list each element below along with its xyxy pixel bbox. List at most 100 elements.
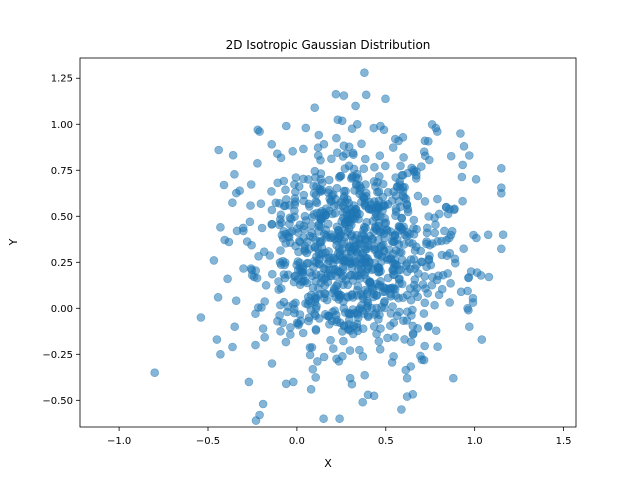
scatter-point: [251, 340, 260, 350]
scatter-point: [276, 260, 286, 270]
scatter-point: [471, 175, 481, 184]
scatter-point: [230, 322, 239, 332]
scatter-point: [350, 214, 360, 224]
scatter-point: [235, 186, 244, 195]
scatter-point: [315, 290, 325, 299]
scatter-point: [456, 129, 465, 138]
scatter-point: [369, 123, 379, 133]
scatter-point: [377, 302, 386, 312]
scatter-point: [360, 370, 370, 380]
scatter-point: [259, 247, 269, 256]
scatter-point: [251, 416, 261, 425]
x-tick-label: −0.5: [196, 436, 220, 447]
scatter-point: [464, 305, 473, 315]
scatter-point: [369, 322, 379, 331]
scatter-point: [311, 373, 321, 382]
scatter-point: [256, 199, 266, 208]
scatter-point: [450, 258, 460, 268]
scatter-point: [390, 270, 399, 280]
scatter-point: [423, 322, 433, 332]
scatter-point: [319, 352, 329, 362]
scatter-point: [304, 316, 313, 326]
scatter-point: [416, 257, 426, 267]
scatter-point: [385, 321, 395, 331]
scatter-point: [310, 103, 320, 112]
scatter-point: [329, 254, 339, 264]
scatter-point: [286, 323, 295, 332]
scatter-point: [323, 219, 333, 229]
chart-title: 2D Isotropic Gaussian Distribution: [226, 38, 431, 52]
scatter-point: [355, 181, 365, 191]
scatter-point: [458, 196, 467, 206]
scatter-point: [408, 329, 418, 338]
scatter-point: [363, 311, 373, 320]
scatter-point: [304, 296, 314, 306]
scatter-point: [441, 203, 451, 212]
scatter-point: [409, 215, 419, 225]
scatter-point: [338, 351, 347, 361]
scatter-point: [307, 221, 316, 230]
scatter-point: [402, 259, 412, 268]
scatter-point: [332, 317, 341, 327]
scatter-point: [423, 288, 433, 298]
scatter-point: [496, 244, 506, 254]
scatter-point: [339, 336, 348, 346]
scatter-point: [390, 332, 399, 342]
scatter-point: [358, 352, 368, 361]
scatter-point: [498, 230, 508, 239]
scatter-point: [472, 233, 481, 243]
scatter-point: [375, 344, 385, 354]
scatter-point: [246, 201, 255, 210]
scatter-point: [396, 161, 405, 171]
scatter-point: [341, 149, 351, 159]
y-tick-label: 0.50: [51, 212, 73, 223]
scatter-point: [464, 273, 474, 282]
scatter-point: [317, 273, 327, 283]
scatter-point: [433, 194, 442, 204]
scatter-point: [363, 298, 373, 308]
scatter-point: [380, 161, 390, 171]
scatter-point: [371, 291, 381, 300]
scatter-point: [289, 277, 299, 287]
scatter-point: [228, 342, 237, 352]
scatter-point: [299, 144, 308, 154]
scatter-point: [285, 330, 295, 339]
scatter-point: [314, 314, 324, 323]
scatter-point: [391, 191, 401, 200]
scatter-point: [308, 364, 318, 374]
scatter-point: [361, 90, 371, 100]
scatter-point: [319, 414, 328, 424]
scatter-point: [468, 298, 478, 307]
scatter-point: [430, 213, 439, 223]
scatter-point: [398, 191, 408, 201]
scatter-point: [360, 68, 369, 77]
y-tick-label: 1.25: [51, 74, 73, 85]
scatter-point: [387, 358, 397, 367]
scatter-point: [254, 251, 263, 261]
scatter-point: [306, 305, 316, 315]
scatter-point: [445, 248, 455, 258]
scatter-point: [219, 180, 229, 190]
scatter-point: [314, 130, 324, 140]
scatter-point: [391, 291, 401, 300]
scatter-point: [447, 226, 457, 236]
scatter-point: [375, 151, 385, 160]
x-tick-label: 0.5: [378, 436, 394, 447]
scatter-point: [445, 298, 455, 307]
scatter-point: [397, 214, 407, 223]
scatter-point: [275, 215, 285, 224]
scatter-point: [349, 201, 359, 210]
scatter-point: [390, 230, 400, 240]
scatter-point: [340, 164, 350, 173]
scatter-point: [309, 181, 318, 191]
scatter-point: [244, 377, 254, 387]
scatter-point: [420, 341, 430, 351]
scatter-point: [358, 306, 367, 315]
scatter-point: [472, 268, 482, 277]
plot-frame: [79, 57, 577, 428]
scatter-point: [212, 335, 222, 344]
scatter-point: [484, 272, 494, 282]
scatter-point: [372, 202, 382, 211]
scatter-point: [403, 168, 413, 178]
